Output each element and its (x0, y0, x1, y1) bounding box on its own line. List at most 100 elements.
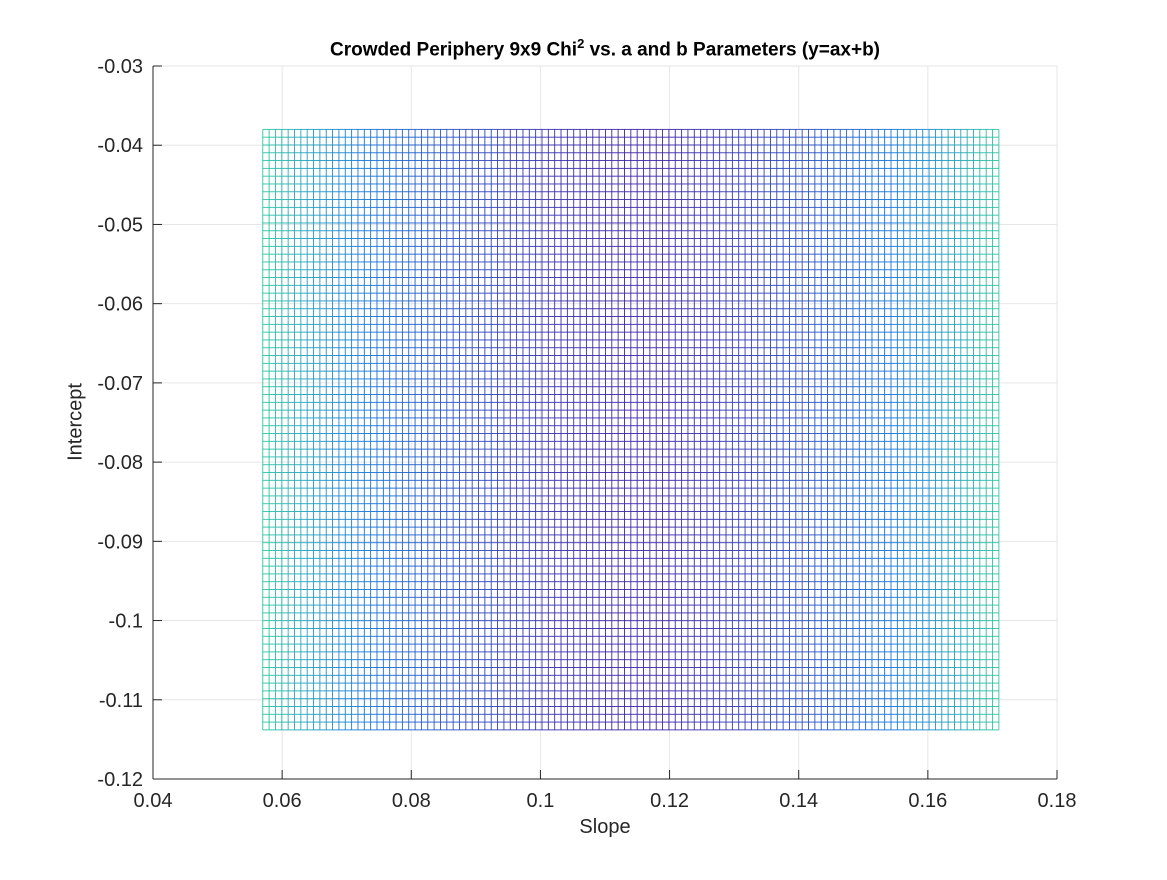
mesh-line (262, 175, 999, 177)
x-axis-label: Slope (579, 816, 631, 838)
mesh-line (262, 394, 999, 395)
mesh-line (262, 635, 999, 637)
mesh-line (262, 713, 999, 715)
y-axis-label: Intercept (64, 383, 87, 461)
mesh-line (262, 596, 999, 598)
mesh-line (262, 518, 999, 520)
mesh-line (262, 628, 999, 629)
mesh-line (262, 503, 999, 505)
mesh-surface (262, 128, 1000, 731)
mesh-line (262, 167, 999, 169)
mesh-line (262, 565, 999, 567)
x-tick-label: 0.08 (392, 790, 431, 812)
mesh-line (262, 464, 999, 466)
mesh-line (262, 214, 999, 216)
mesh-line (262, 667, 999, 668)
mesh-line (262, 331, 999, 333)
x-tick-label: 0.12 (650, 790, 689, 812)
mesh-line (262, 682, 999, 684)
mesh-line (262, 698, 999, 700)
mesh-line (262, 495, 999, 497)
y-tick-label: -0.03 (97, 56, 143, 78)
chart-title-suffix: vs. a and b Parameters (y=ax+b) (584, 39, 881, 61)
mesh-line (262, 651, 999, 653)
mesh-line (262, 721, 999, 723)
mesh-line (262, 479, 999, 481)
mesh-line (262, 362, 999, 364)
mesh-line (262, 440, 999, 442)
x-tick-label: 0.1 (527, 790, 555, 812)
mesh-line (262, 370, 999, 372)
mesh-line (262, 378, 999, 380)
mesh-line (262, 425, 999, 427)
mesh-line (262, 284, 999, 286)
chart-title-superscript: 2 (577, 36, 585, 51)
mesh-line (262, 674, 999, 676)
mesh-line (262, 269, 999, 271)
chart-title: Crowded Periphery 9x9 Chi2 vs. a and b P… (153, 36, 1057, 61)
mesh-line (262, 206, 999, 208)
mesh-line (262, 136, 999, 138)
mesh-line (262, 323, 999, 325)
y-tick-label: -0.05 (97, 214, 143, 236)
y-tick-label: -0.12 (97, 769, 143, 791)
mesh-line (262, 690, 999, 692)
mesh-line (262, 401, 999, 403)
x-tick-label: 0.16 (908, 790, 947, 812)
mesh-line (262, 199, 999, 201)
mesh-line (262, 448, 999, 450)
mesh-line (262, 347, 999, 349)
mesh-line (262, 238, 999, 240)
tick-labels: 0.04 0.06 0.08 0.1 0.12 0.14 0.16 0.18 -0.12 -0.1… (97, 56, 1076, 812)
y-tick-label: -0.09 (97, 531, 143, 553)
mesh-line (262, 222, 999, 224)
mesh-line (262, 292, 999, 294)
y-tick-label: -0.07 (97, 373, 143, 395)
mesh-line (262, 643, 999, 645)
y-tick-label: -0.1 (109, 611, 143, 633)
mesh-line (262, 604, 999, 606)
mesh-line (262, 581, 999, 583)
mesh-line (262, 542, 999, 544)
mesh-line (262, 659, 999, 661)
mesh-line (262, 557, 999, 559)
mesh-line (262, 456, 999, 458)
mesh-line (262, 589, 999, 590)
y-tick-label: -0.06 (97, 294, 143, 316)
mesh-line (262, 253, 999, 255)
mesh-line (262, 573, 999, 575)
mesh-line (262, 386, 999, 388)
mesh-line (262, 316, 999, 317)
y-tick-label: -0.04 (97, 135, 143, 157)
mesh-line (262, 277, 999, 279)
mesh-line (262, 339, 999, 341)
mesh-line (262, 261, 999, 263)
mesh-line (262, 128, 999, 130)
mesh-line (262, 729, 999, 731)
mesh-line (262, 706, 999, 707)
mesh-line (262, 417, 999, 419)
mesh-line (262, 487, 999, 489)
mesh-line (262, 409, 999, 411)
mesh-line (262, 550, 999, 551)
mesh-line (262, 230, 999, 232)
x-tick-label: 0.14 (779, 790, 818, 812)
mesh-line (262, 433, 999, 434)
mesh-line (262, 511, 999, 512)
mesh-line (262, 245, 999, 247)
x-tick-label: 0.06 (263, 790, 302, 812)
x-tick-label: 0.18 (1038, 790, 1077, 812)
mesh-line (262, 160, 999, 162)
y-tick-label: -0.11 (99, 690, 143, 712)
mesh-line (262, 526, 999, 528)
mesh-line (262, 152, 999, 154)
mesh-line (262, 308, 999, 310)
mesh-line (262, 355, 999, 356)
x-tick-label: 0.04 (134, 790, 173, 812)
y-tick-label: -0.08 (97, 452, 143, 474)
chart-title-text: Crowded Periphery 9x9 Chi (329, 39, 578, 61)
mesh-line (262, 300, 999, 302)
axes (152, 65, 1058, 780)
